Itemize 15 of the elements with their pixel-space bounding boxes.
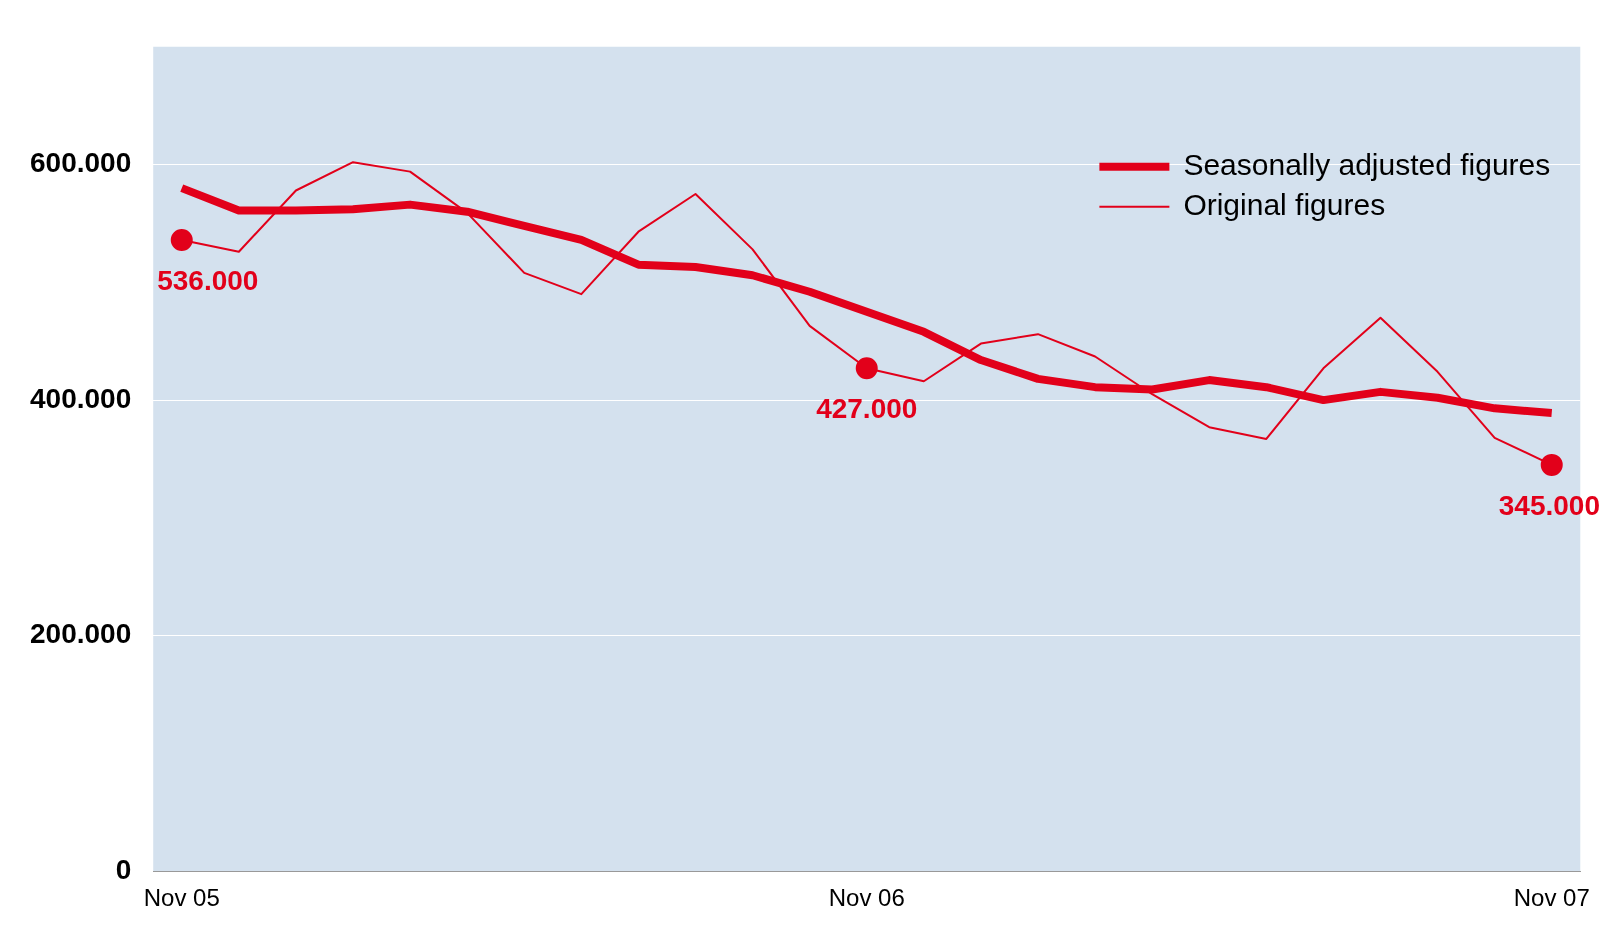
legend-label: Original figures — [1183, 188, 1386, 222]
y-tick-label: 0 — [115, 853, 132, 885]
x-tick-label: Nov 06 — [828, 884, 905, 912]
data-label: 536.000 — [157, 264, 259, 296]
data-label: 345.000 — [1498, 489, 1600, 521]
x-tick-label: Nov 07 — [1513, 884, 1590, 912]
point — [1540, 453, 1563, 476]
x-tick-label: Nov 05 — [143, 884, 220, 912]
y-tick-label: 600.000 — [29, 147, 132, 179]
point — [170, 228, 193, 251]
y-tick-label: 400.000 — [29, 382, 132, 414]
legend-label: Seasonally adjusted figures — [1183, 148, 1551, 182]
data-label: 427.000 — [816, 393, 918, 425]
point — [855, 357, 878, 380]
y-tick-label: 200.000 — [29, 618, 132, 650]
